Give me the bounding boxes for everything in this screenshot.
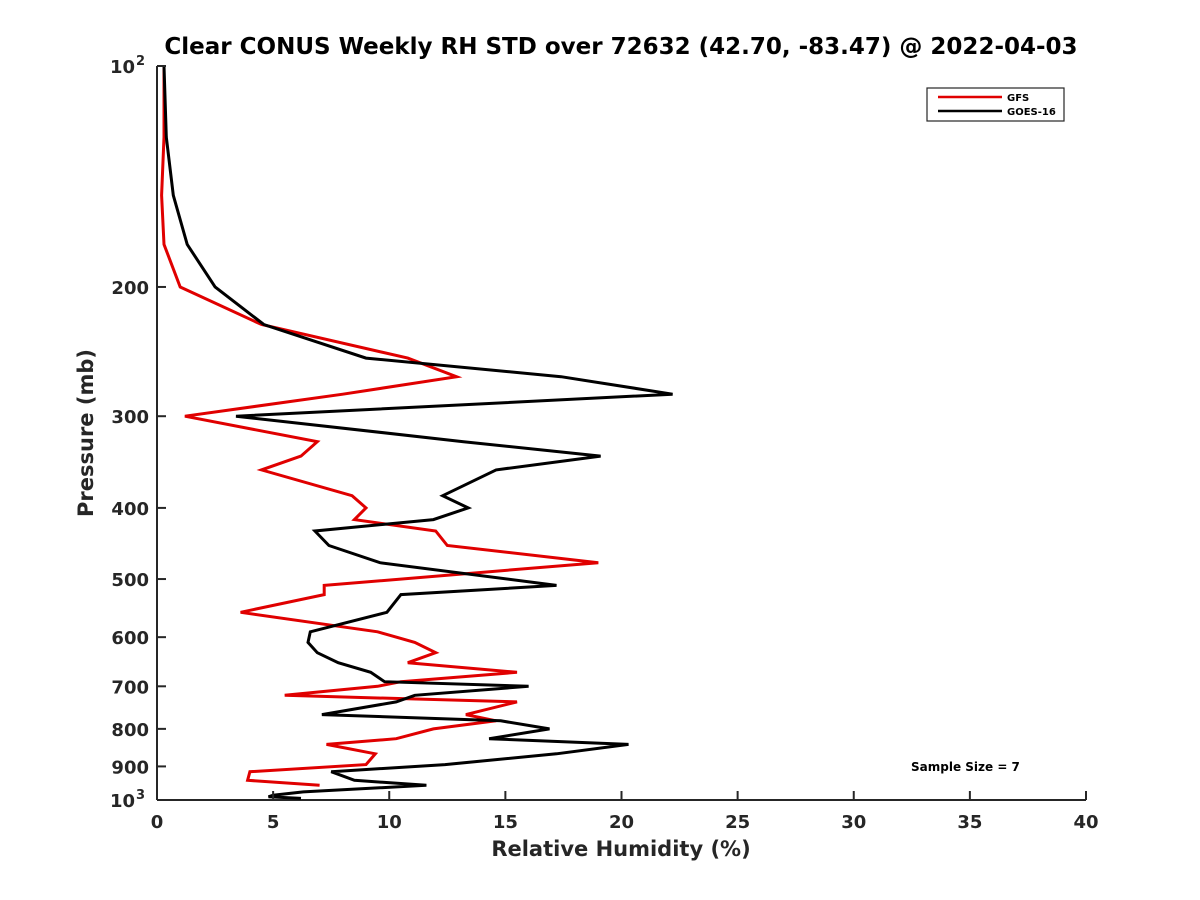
x-tick-label: 5 xyxy=(267,812,280,833)
x-axis-label: Relative Humidity (%) xyxy=(491,837,750,861)
y-tick-label: 400 xyxy=(111,499,149,520)
x-tick-label: 0 xyxy=(151,812,164,833)
x-tick-label: 40 xyxy=(1073,812,1098,833)
y-tick-label: 300 xyxy=(111,407,149,428)
x-ticks: 0 5 10 15 20 25 30 35 40 xyxy=(151,791,1099,833)
x-tick-label: 20 xyxy=(609,812,634,833)
y-tick-label: 800 xyxy=(111,720,149,741)
y-axis-label: Pressure (mb) xyxy=(74,349,98,517)
y-tick-label: 700 xyxy=(111,677,149,698)
x-tick-label: 10 xyxy=(377,812,402,833)
x-tick-label: 35 xyxy=(957,812,982,833)
y-tick-label-power: 10 3 xyxy=(110,788,145,812)
y-tick-label-base: 10 xyxy=(110,57,135,78)
y-tick-label-power: 10 2 xyxy=(110,54,145,78)
legend-label-gfs: GFS xyxy=(1007,93,1029,104)
series-line-goes16 xyxy=(162,65,673,800)
y-tick-label-base: 10 xyxy=(110,791,135,812)
chart-title: Clear CONUS Weekly RH STD over 72632 (42… xyxy=(164,34,1077,60)
y-tick-label: 900 xyxy=(111,757,149,778)
y-tick-label: 600 xyxy=(111,628,149,649)
legend: GFS GOES-16 xyxy=(926,87,1065,122)
legend-label-goes16: GOES-16 xyxy=(1007,107,1056,118)
y-tick-label: 500 xyxy=(111,570,149,591)
plot-area: 0 5 10 15 20 25 30 35 40 10 220030040050060070080… xyxy=(110,54,1099,833)
x-tick-label: 25 xyxy=(725,812,750,833)
x-tick-label: 30 xyxy=(841,812,866,833)
x-tick-label: 15 xyxy=(493,812,518,833)
y-tick-label-exponent: 2 xyxy=(136,54,145,69)
series-line-gfs xyxy=(160,66,599,787)
legend-box xyxy=(926,87,1065,122)
series-layer xyxy=(160,65,673,800)
y-tick-label: 200 xyxy=(111,278,149,299)
y-tick-label-exponent: 3 xyxy=(136,788,145,803)
sample-size-annotation: Sample Size = 7 xyxy=(911,760,1020,774)
